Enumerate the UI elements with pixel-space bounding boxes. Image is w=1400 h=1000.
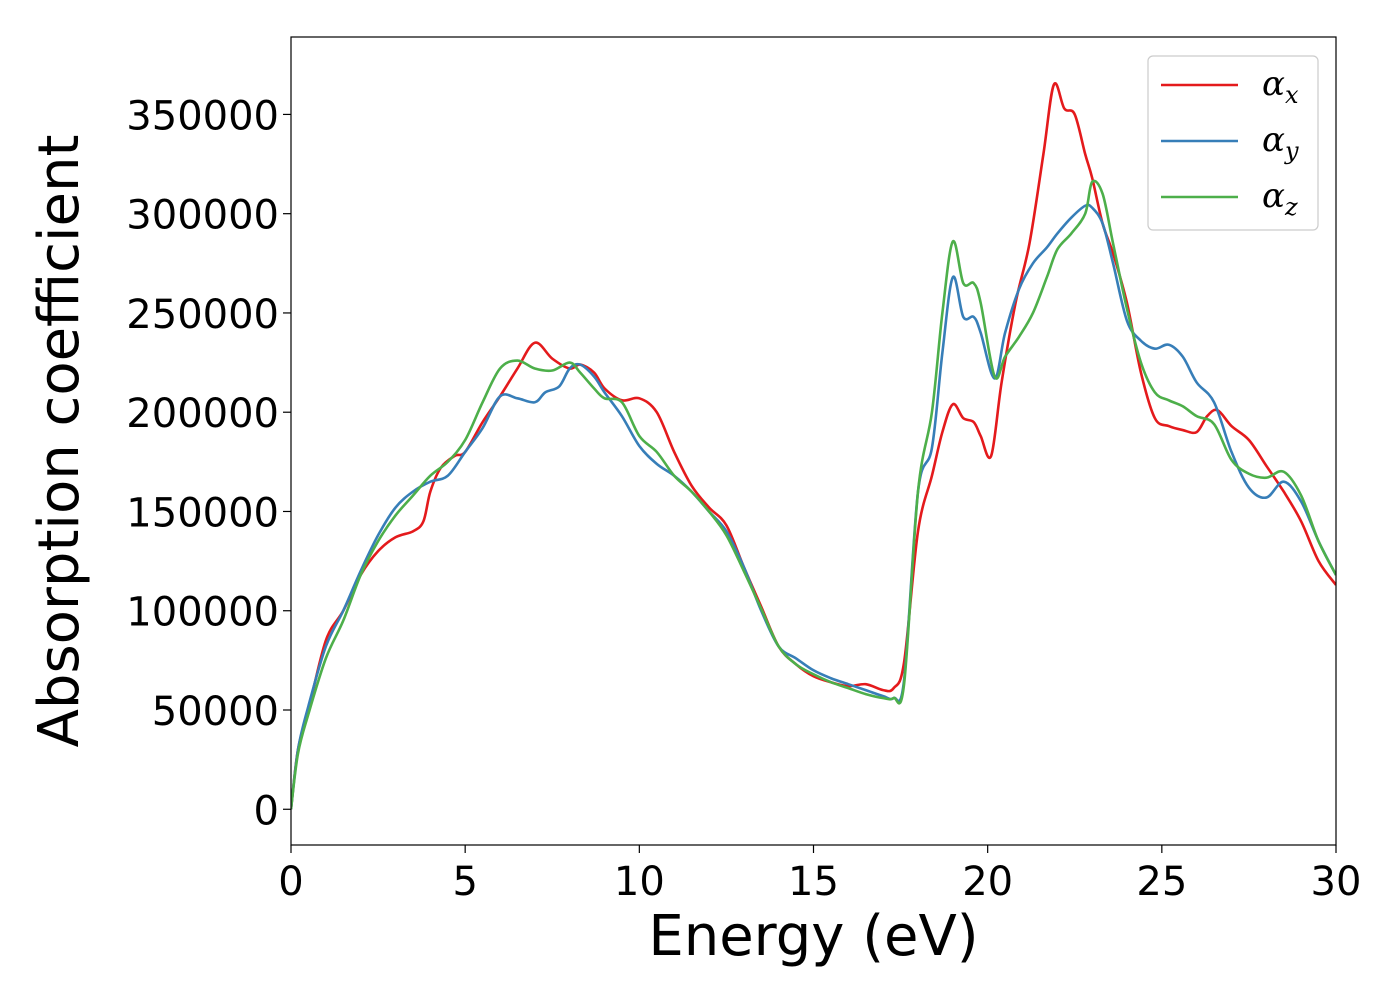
x-tick-label: 20	[962, 859, 1013, 905]
y-tick-label: 350000	[126, 93, 279, 139]
x-tick-label: 25	[1136, 859, 1187, 905]
x-tick-label: 30	[1311, 859, 1362, 905]
y-tick-label: 0	[254, 788, 279, 834]
y-tick-label: 50000	[152, 689, 279, 735]
x-tick-label: 10	[614, 859, 665, 905]
y-tick-label: 200000	[126, 391, 279, 437]
x-tick-label: 5	[452, 859, 477, 905]
y-tick-label: 250000	[126, 292, 279, 338]
legend-box	[1147, 55, 1319, 231]
x-tick-label: 15	[788, 859, 839, 905]
series-line-y	[291, 203, 1336, 810]
legend-label: αz	[1262, 176, 1298, 221]
y-axis-label: Absorption coefficient	[27, 135, 92, 748]
y-axis-ticks: 0 50000 100000 150000 200000 250000 300000 3500…	[126, 93, 291, 834]
legend-entry-x: αx	[1161, 64, 1299, 109]
plot-area	[291, 81, 1336, 810]
legend-entry-z: αz	[1161, 176, 1298, 221]
legend-entry-y: αy	[1161, 120, 1299, 165]
y-tick-label: 100000	[126, 590, 279, 636]
x-axis-label: Energy (eV)	[648, 904, 978, 969]
y-tick-label: 300000	[126, 193, 279, 239]
series-line-x	[291, 81, 1336, 810]
x-tick-label: 0	[278, 859, 303, 905]
legend: αx αy αz	[1147, 55, 1319, 231]
legend-label: αx	[1262, 64, 1299, 109]
series-line-z	[291, 179, 1336, 810]
x-axis-ticks: 0 5 10 15 20 25 30	[278, 845, 1361, 905]
y-tick-label: 150000	[126, 490, 279, 536]
legend-label: αy	[1262, 120, 1299, 165]
